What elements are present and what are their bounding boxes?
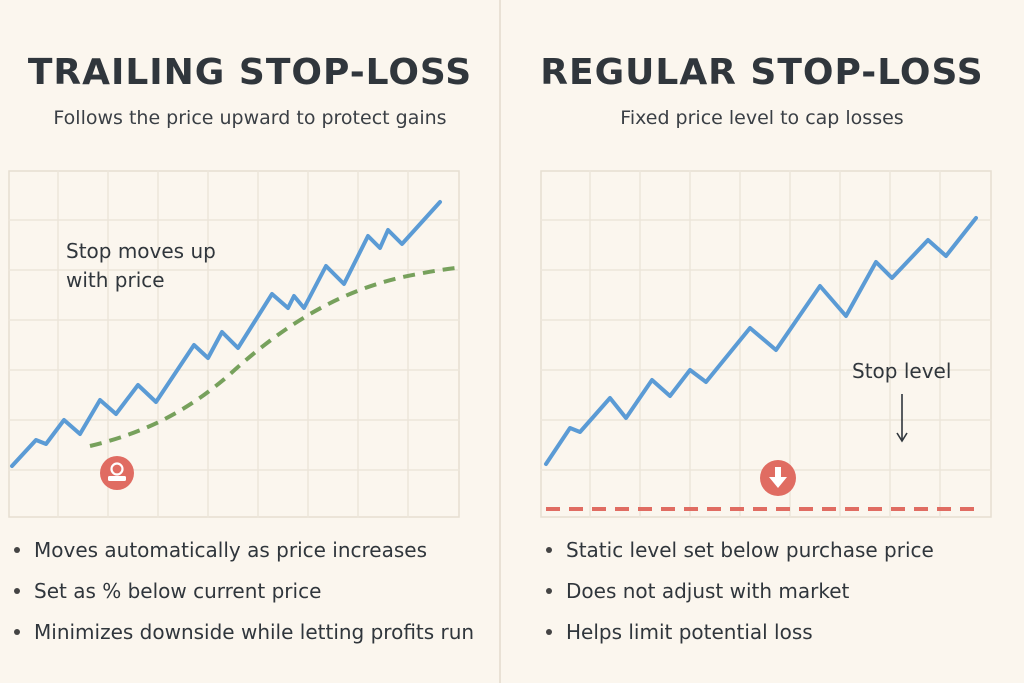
regular-title: REGULAR STOP-LOSS — [540, 52, 984, 93]
bullet-dot-icon — [546, 547, 552, 553]
bullet-dot-icon — [546, 629, 552, 635]
bullet-dot-icon — [546, 588, 552, 594]
regular-chart-svg: Stop level — [540, 170, 992, 518]
trailing-chart-svg: Stop moves up with price — [8, 170, 460, 518]
trailing-grid — [8, 170, 460, 518]
bullet-dot-icon — [14, 588, 20, 594]
list-item: Static level set below purchase price — [546, 530, 934, 571]
trailing-stop-panel: TRAILING STOP-LOSS Follows the price upw… — [0, 0, 500, 683]
arrow-down-icon — [760, 460, 796, 496]
regular-price-line — [544, 216, 978, 466]
panel-divider — [499, 0, 501, 683]
bullet-dot-icon — [14, 629, 20, 635]
trailing-annotation-line2: with price — [66, 268, 165, 292]
bullet-dot-icon — [14, 547, 20, 553]
trailing-stop-line — [89, 266, 457, 448]
trailing-stop-chart: Stop moves up with price — [8, 170, 460, 518]
trailing-price-line — [10, 200, 442, 468]
list-item: Helps limit potential loss — [546, 612, 934, 653]
stop-level-pointer-icon — [896, 394, 908, 443]
list-item: Minimizes downside while letting profits… — [14, 612, 474, 653]
trailing-subtitle: Follows the price upward to protect gain… — [53, 107, 447, 129]
regular-annotation: Stop level — [852, 359, 951, 383]
list-item: Does not adjust with market — [546, 571, 934, 612]
regular-stop-panel: REGULAR STOP-LOSS Fixed price level to c… — [500, 0, 1024, 683]
list-item: Moves automatically as price increases — [14, 530, 474, 571]
list-item: Set as % below current price — [14, 571, 474, 612]
trailing-annotation-line1: Stop moves up — [66, 239, 216, 263]
regular-grid — [540, 170, 992, 518]
regular-stop-chart: Stop level — [540, 170, 992, 518]
regular-bullet-list: Static level set below purchase price Do… — [546, 530, 934, 653]
trailing-title: TRAILING STOP-LOSS — [27, 52, 473, 93]
regular-subtitle: Fixed price level to cap losses — [620, 107, 904, 129]
stop-badge-icon — [100, 456, 134, 490]
trailing-bullet-list: Moves automatically as price increases S… — [14, 530, 474, 653]
